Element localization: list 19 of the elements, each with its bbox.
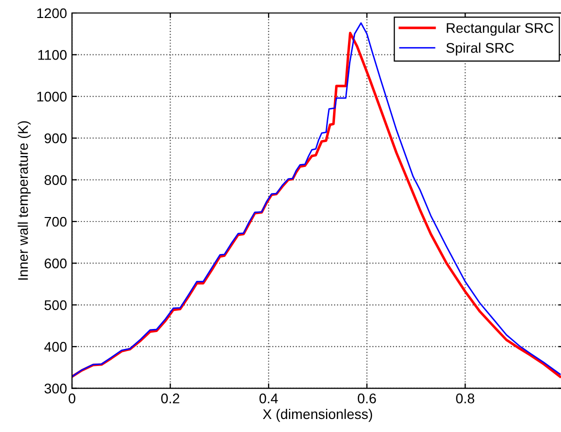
y-tick-label: 900 bbox=[44, 133, 67, 144]
x-tick-label: 0 bbox=[68, 394, 76, 404]
y-axis-title: Inner wall temperature (K) bbox=[18, 121, 31, 280]
x-tick-label: 0.6 bbox=[358, 394, 376, 404]
y-tick-label: 800 bbox=[44, 175, 67, 185]
y-tick-label: 500 bbox=[44, 300, 67, 310]
y-tick-label: 1000 bbox=[37, 92, 67, 102]
x-tick-label: 0.4 bbox=[259, 394, 278, 404]
x-axis-title: X (dimensionless) bbox=[262, 408, 372, 422]
x-tick-label: 0.8 bbox=[456, 394, 474, 404]
y-tick-label: 1100 bbox=[38, 50, 67, 60]
y-tick-label: 600 bbox=[44, 258, 67, 268]
y-tick-label: 400 bbox=[44, 342, 67, 352]
legend-label: Spiral SRC bbox=[446, 42, 514, 56]
y-tick-label: 700 bbox=[44, 216, 67, 227]
x-tick-label: 0.2 bbox=[161, 394, 180, 404]
y-tick-label: 1200 bbox=[37, 8, 67, 18]
legend-label: Rectangular SRC bbox=[446, 22, 554, 36]
y-tick-label: 300 bbox=[44, 384, 67, 394]
